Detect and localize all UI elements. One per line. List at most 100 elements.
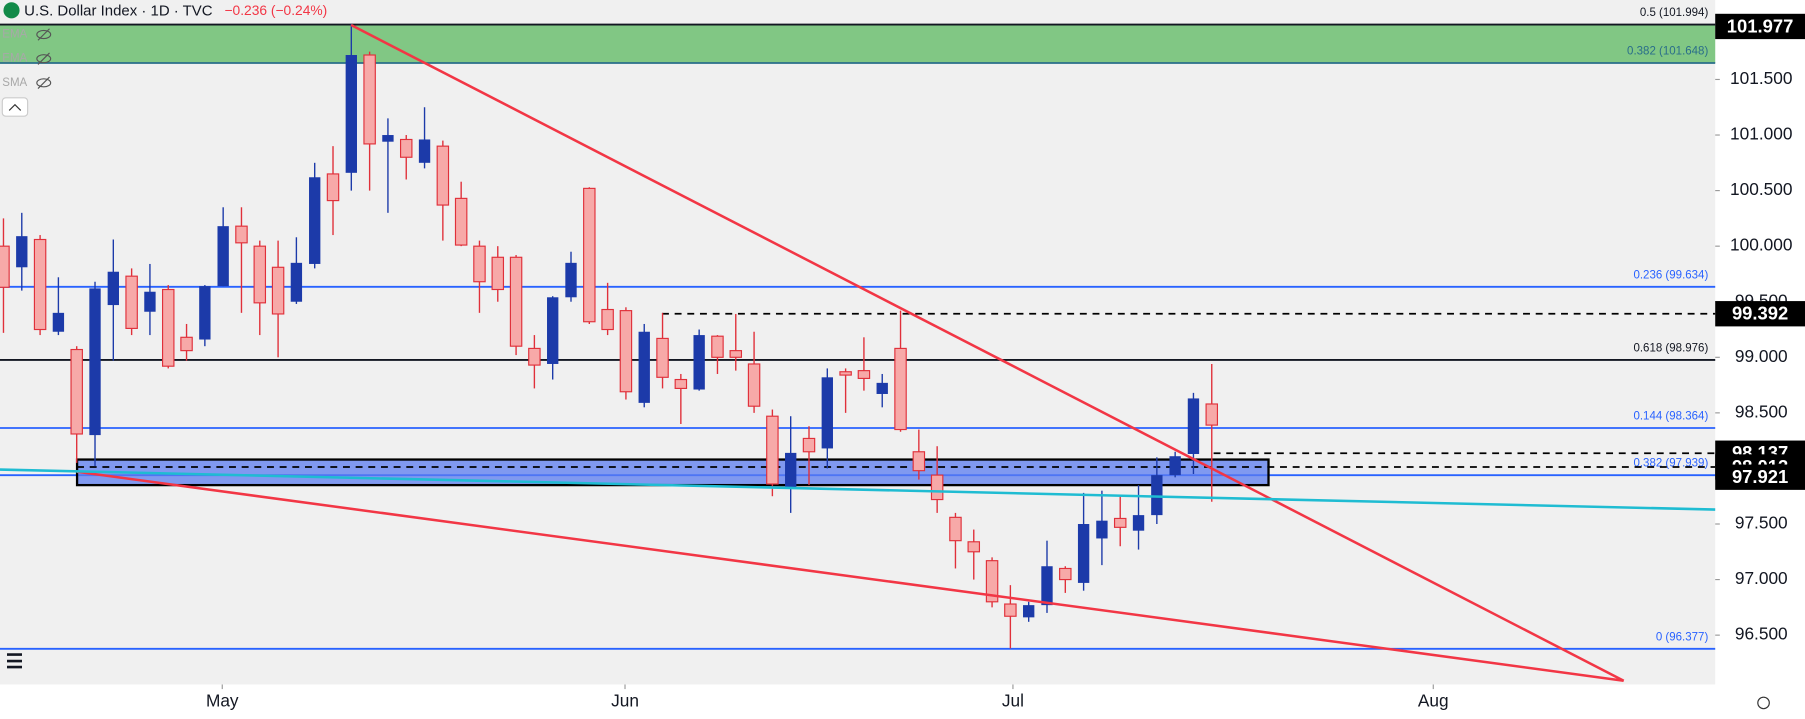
candle-body: [1169, 456, 1181, 476]
change: −0.236 (−0.24%): [224, 3, 327, 18]
candle-body: [930, 474, 944, 501]
candle-body: [894, 347, 907, 431]
candle-body: [674, 378, 688, 389]
candle-body: [1151, 475, 1163, 516]
plot: 0.5 (101.994) 0.382 (101.648) 0.236 (99.63…: [0, 7, 1720, 690]
fib-label: 0.382 (101.648): [1627, 46, 1708, 58]
candle-body: [547, 297, 559, 364]
candle-body: [290, 262, 303, 302]
candle-body: [638, 331, 650, 403]
candle-body: [454, 197, 468, 246]
y-tick-label: 96.500: [1735, 624, 1788, 644]
candle-body: [199, 286, 211, 340]
price-axis-bg: [1715, 0, 1805, 719]
candle-body: [1187, 398, 1200, 454]
candle-body: [309, 177, 321, 264]
candle-body: [107, 271, 119, 306]
time-axis-bg: [0, 684, 1805, 719]
indicator-name: SMA: [2, 77, 27, 89]
y-tick-label: 97.500: [1735, 513, 1788, 533]
candle-body: [1023, 605, 1035, 618]
visibility-icon: [36, 54, 52, 64]
price-label-bg: [1715, 301, 1805, 327]
indicator-name: EMA: [2, 29, 27, 41]
y-tick-label: 99.000: [1735, 346, 1788, 366]
candle-body: [785, 452, 797, 488]
candle-body: [912, 451, 926, 472]
candle-body: [711, 335, 724, 358]
fib-label: 0.618 (98.976): [1633, 342, 1708, 354]
candle-body: [16, 236, 28, 268]
candle-body: [583, 187, 596, 323]
y-tick-label: 101.500: [1730, 68, 1792, 88]
fib-zone: [0, 24, 1716, 64]
visibility-icon: [36, 78, 52, 88]
x-tick-label: May: [206, 690, 239, 710]
candle-body: [967, 541, 981, 553]
candle-body: [949, 516, 962, 542]
fib-label: 0 (96.377): [1656, 631, 1709, 643]
candle-body: [326, 173, 340, 202]
price-label: 101.977: [1727, 15, 1794, 36]
candle-body: [89, 288, 101, 436]
candle-body: [52, 312, 65, 332]
title: U.S. Dollar Index · 1D · TVC: [24, 2, 213, 19]
candle-body: [876, 382, 888, 394]
visibility-slash: [37, 76, 50, 89]
y-tick-label: 101.000: [1730, 124, 1792, 144]
support-zone: [75, 458, 1270, 487]
candle-body: [619, 310, 633, 393]
candle-body: [839, 371, 852, 376]
y-tick-label: 100.500: [1730, 179, 1792, 199]
y-tick-label: 98.500: [1735, 401, 1788, 421]
price-label: 97.921: [1732, 466, 1788, 487]
candle-body: [1132, 515, 1145, 531]
candle-body: [802, 437, 816, 453]
candle-body: [253, 245, 267, 304]
candle-body: [601, 308, 614, 331]
candle-body: [363, 54, 376, 145]
candle-body: [144, 291, 156, 312]
trendline: [0, 468, 1716, 511]
candle-body: [1205, 403, 1219, 426]
candle-body: [436, 145, 450, 206]
collapse-arrow: [8, 103, 22, 111]
candle-body: [1096, 520, 1108, 539]
candle-body: [509, 256, 523, 347]
symbol-icon: [3, 2, 20, 19]
y-tick-label: 97.000: [1735, 568, 1788, 588]
candle-body: [747, 363, 761, 407]
price-label-bg: [1715, 13, 1805, 40]
trendline: [76, 470, 1624, 682]
candle-body: [382, 135, 394, 142]
y-tick-label: 100.000: [1730, 235, 1792, 255]
candle-body: [491, 256, 505, 291]
candle-body: [473, 245, 486, 283]
x-tick-label: Jun: [611, 690, 639, 710]
candle-body: [345, 55, 357, 173]
price-label-bg: [1715, 464, 1805, 490]
indicator-name: EMA: [2, 53, 27, 65]
candle-body: [70, 348, 83, 435]
candle-body: [399, 138, 413, 158]
fib-label: 0.236 (99.634): [1633, 269, 1708, 281]
candle-body: [161, 288, 175, 367]
fib-label: 0.5 (101.994): [1640, 7, 1709, 19]
candle-body: [857, 370, 871, 379]
visibility-icon: [36, 29, 52, 40]
price-label: 99.392: [1732, 303, 1788, 324]
candle-body: [766, 415, 779, 485]
candle-body: [1059, 567, 1072, 581]
settings-icon[interactable]: [1757, 696, 1770, 710]
candle-body: [217, 226, 229, 287]
candle-body: [821, 377, 833, 449]
logo: ☰: [6, 651, 24, 673]
x-tick-label: Aug: [1418, 690, 1449, 710]
candle-body: [656, 337, 669, 378]
candle-body: [729, 350, 743, 358]
candle-body: [180, 336, 193, 352]
candle-body: [693, 335, 705, 390]
collapse-button[interactable]: [1, 97, 29, 117]
visibility-slash: [37, 52, 50, 65]
